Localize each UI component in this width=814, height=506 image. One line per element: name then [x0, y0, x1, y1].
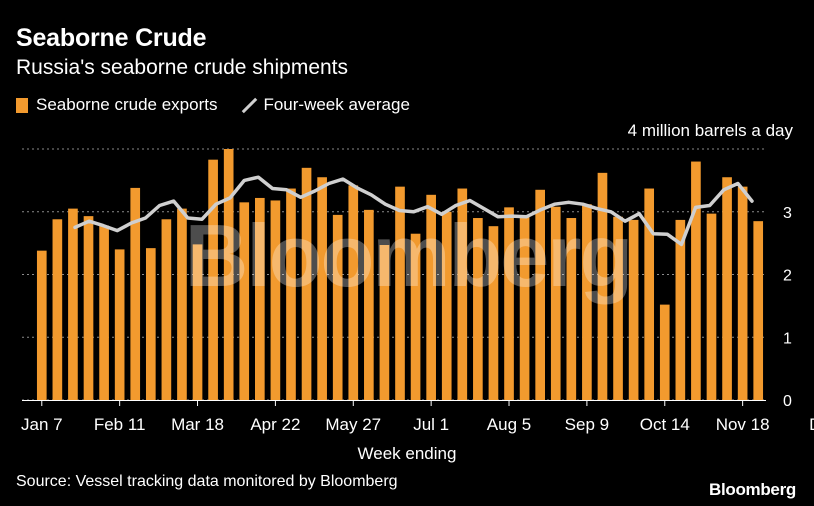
bar-7	[145, 248, 156, 400]
bar-27	[457, 188, 468, 400]
bar-4	[99, 225, 109, 400]
bar-33	[550, 206, 561, 400]
x-tick-label-9: Nov 18	[716, 415, 770, 434]
bar-46	[753, 221, 764, 400]
bar-11	[208, 159, 218, 400]
bar-43	[706, 213, 717, 400]
bar-15	[270, 200, 281, 400]
x-tick-label-4: May 27	[325, 415, 381, 434]
x-tick-label-3: Apr 22	[250, 415, 300, 434]
legend-line-label: Four-week average	[263, 95, 410, 114]
bar-38	[628, 219, 639, 400]
bar-1	[52, 219, 63, 400]
x-tick-label-0: Jan 7	[21, 415, 63, 434]
bar-29	[488, 226, 499, 400]
bar-3	[83, 216, 94, 400]
bar-2	[68, 208, 78, 400]
bar-22	[379, 245, 390, 400]
bar-34	[566, 218, 577, 400]
bar-6	[130, 187, 141, 400]
brand-logo: Bloomberg	[708, 480, 796, 499]
bar-28	[473, 218, 483, 400]
bar-45	[737, 186, 748, 400]
legend-bar-swatch	[16, 97, 28, 113]
x-tick-label-5: Jul 1	[413, 415, 449, 434]
bar-24	[410, 233, 421, 400]
bar-42	[691, 161, 701, 400]
bar-0	[36, 250, 47, 400]
x-tick-label-2: Mar 18	[171, 415, 224, 434]
bar-14	[255, 197, 265, 400]
bar-8	[161, 219, 172, 400]
bar-20	[348, 185, 359, 400]
watermark: Bloomberg	[185, 206, 631, 305]
x-tick-label-6: Aug 5	[487, 415, 531, 434]
chart-title: Seaborne Crude	[16, 24, 207, 52]
bar-13	[239, 202, 250, 400]
bar-44	[722, 177, 732, 400]
bar-19	[332, 214, 343, 400]
bar-37	[613, 216, 623, 400]
bar-18	[317, 177, 327, 400]
bar-41	[675, 219, 686, 400]
bar-39	[644, 188, 655, 400]
x-tick-label-10: Dec 30	[809, 415, 814, 434]
bar-5	[114, 249, 125, 400]
bar-23	[395, 186, 405, 400]
source-note: Source: Vessel tracking data monitored b…	[16, 473, 398, 490]
bar-40	[659, 304, 670, 400]
x-axis-title: Week ending	[357, 444, 457, 463]
bar-21	[364, 209, 374, 400]
bar-31	[519, 216, 530, 400]
y-tick-label-1: 1	[783, 330, 792, 347]
bar-26	[441, 211, 452, 400]
bar-36	[597, 172, 608, 400]
bar-30	[504, 207, 514, 400]
bar-25	[426, 194, 436, 400]
x-tick-label-8: Oct 14	[640, 415, 690, 434]
bar-10	[192, 244, 203, 400]
bar-12	[223, 149, 234, 400]
chart-subtitle: Russia's seaborne crude shipments	[16, 56, 349, 79]
bar-9	[177, 208, 187, 400]
legend: Seaborne crude exports Four-week average	[16, 95, 410, 115]
average-line	[73, 175, 754, 247]
y-tick-label-3: 3	[783, 205, 792, 222]
x-tick-label-1: Feb 11	[94, 415, 146, 434]
bar-17	[301, 167, 312, 400]
x-tick-label-7: Sep 9	[565, 415, 609, 434]
y-axis-unit-label: 4 million barrels a day	[627, 121, 793, 140]
bar-35	[582, 204, 592, 400]
y-tick-label-0: 0	[783, 393, 792, 410]
legend-bar-label: Seaborne crude exports	[36, 95, 218, 114]
bar-32	[535, 189, 545, 400]
y-tick-label-2: 2	[783, 268, 792, 285]
bar-16	[286, 188, 296, 400]
